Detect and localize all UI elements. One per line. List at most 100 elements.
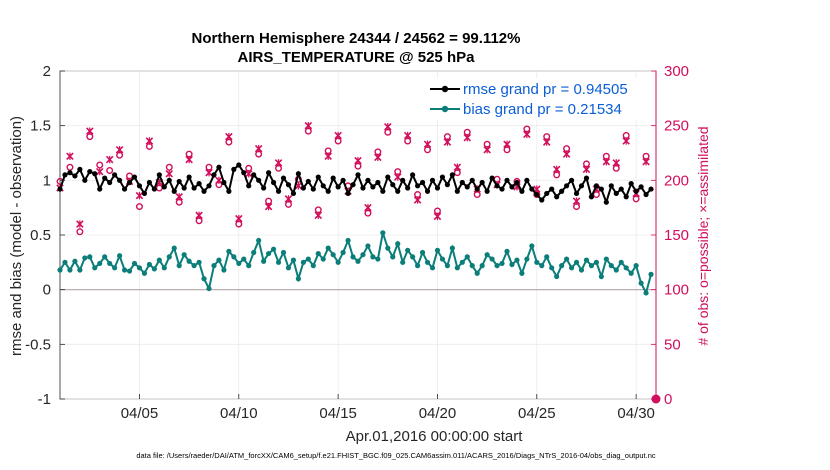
rmse-point [166, 177, 172, 183]
left-y-tick-label: -0.5 [25, 336, 51, 353]
bias-point [226, 248, 232, 254]
bias-point [231, 254, 237, 260]
assimilated-obs-marker [215, 176, 223, 185]
bias-point [593, 259, 600, 265]
bias-point [504, 248, 510, 254]
rmse-point [216, 164, 222, 170]
assimilated-obs-marker [384, 122, 392, 131]
rmse-point [141, 190, 148, 197]
assimilated-obs-marker [95, 167, 104, 176]
rmse-point [236, 162, 242, 168]
assimilated-obs-marker [185, 155, 193, 164]
assimilated-obs-marker [622, 137, 630, 145]
rmse-point [305, 178, 311, 185]
bias-point [588, 263, 595, 269]
bias-point [251, 249, 257, 256]
assimilated-obs-marker [374, 153, 382, 162]
assimilated-obs-marker [284, 195, 293, 203]
bias-point [315, 250, 321, 257]
rmse-point [241, 170, 247, 176]
rmse-point [121, 186, 128, 192]
bias-point [623, 265, 629, 271]
left-y-tick-label: 0 [43, 282, 51, 299]
rmse-point [171, 188, 177, 194]
rmse-point [191, 185, 197, 191]
left-y-tick-label: -1 [38, 391, 51, 408]
bias-point [196, 259, 202, 265]
rmse-point [345, 190, 351, 197]
rmse-point [181, 185, 187, 191]
rmse-point [126, 179, 133, 186]
left-y-ticks: -1 -0.5 0 0.5 1 1.5 2 [25, 63, 65, 408]
rmse-point [410, 172, 416, 178]
bias-point [434, 247, 441, 253]
rmse-point [524, 177, 530, 183]
rmse-point [365, 177, 371, 183]
rmse-point [514, 179, 520, 186]
bias-point [216, 257, 222, 263]
assimilated-obs-marker [612, 159, 621, 167]
rmse-point [474, 186, 480, 192]
assimilated-obs-marker [403, 131, 412, 140]
rmse-point [499, 186, 505, 192]
left-y-axis-label: rmse and bias (model - observation) [8, 116, 25, 356]
rmse-point [112, 172, 118, 178]
bias-point [191, 263, 197, 269]
rmse-point [444, 182, 450, 188]
bias-point [87, 254, 93, 260]
bias-point [300, 259, 306, 265]
assimilated-obs-marker [602, 157, 611, 166]
assimilated-obs-marker [642, 157, 650, 166]
x-tick-label: 04/05 [121, 405, 159, 422]
assimilated-obs-marker [264, 202, 273, 211]
bias-point [181, 252, 187, 258]
bias-point [514, 257, 520, 263]
rmse-point [489, 175, 495, 181]
footnote-data-file: data file: /Users/raeder/DAI/ATM_forcXX/… [136, 451, 656, 460]
bias-point [573, 259, 580, 265]
rmse-point [539, 197, 545, 203]
assimilated-obs-marker [572, 197, 581, 205]
rmse-point [554, 194, 560, 200]
possible-obs-marker [66, 163, 74, 171]
bias-point [534, 259, 540, 265]
assimilated-obs-marker [463, 133, 472, 142]
bias-point [375, 256, 381, 262]
bias-point [385, 245, 391, 251]
bias-point [350, 254, 356, 260]
rmse-point [186, 174, 192, 180]
bias-point [290, 257, 297, 263]
bias-point [176, 263, 182, 269]
bias-point [618, 259, 624, 265]
bias-point [161, 265, 167, 271]
right-y-tick-label: 200 [664, 172, 689, 189]
rmse-point [261, 185, 267, 191]
x-tick-label: 04/20 [419, 405, 457, 422]
legend-rmse-label: rmse grand pr = 0.94505 [463, 81, 628, 98]
left-y-tick-label: 2 [43, 63, 51, 80]
bias-point [156, 257, 162, 263]
bias-point [529, 243, 535, 249]
bias-point [275, 259, 282, 265]
x-tick-label: 04/10 [220, 405, 258, 422]
rmse-point [320, 183, 326, 189]
bias-point [121, 267, 128, 273]
right-y-axis-label: # of obs: o=possible; ×=assimilated [695, 126, 711, 345]
rmse-point [419, 179, 426, 186]
bias-point [429, 265, 436, 271]
bias-point [648, 271, 654, 277]
bias-point [186, 258, 192, 264]
rmse-point [479, 179, 485, 186]
bias-point [544, 254, 550, 260]
bias-point [325, 245, 331, 251]
assimilated-obs-marker [135, 191, 144, 200]
assimilated-obs-marker [86, 127, 94, 135]
bias-point [484, 252, 490, 258]
left-y-tick-label: 0.5 [30, 227, 51, 244]
bias-point [295, 276, 301, 282]
bias-point [499, 260, 505, 267]
x-tick-label: 04/15 [319, 405, 357, 422]
bias-point [151, 266, 157, 272]
bias-point [270, 246, 277, 252]
chart-title-line1: Northern Hemisphere 24344 / 24562 = 99.1… [192, 30, 521, 47]
